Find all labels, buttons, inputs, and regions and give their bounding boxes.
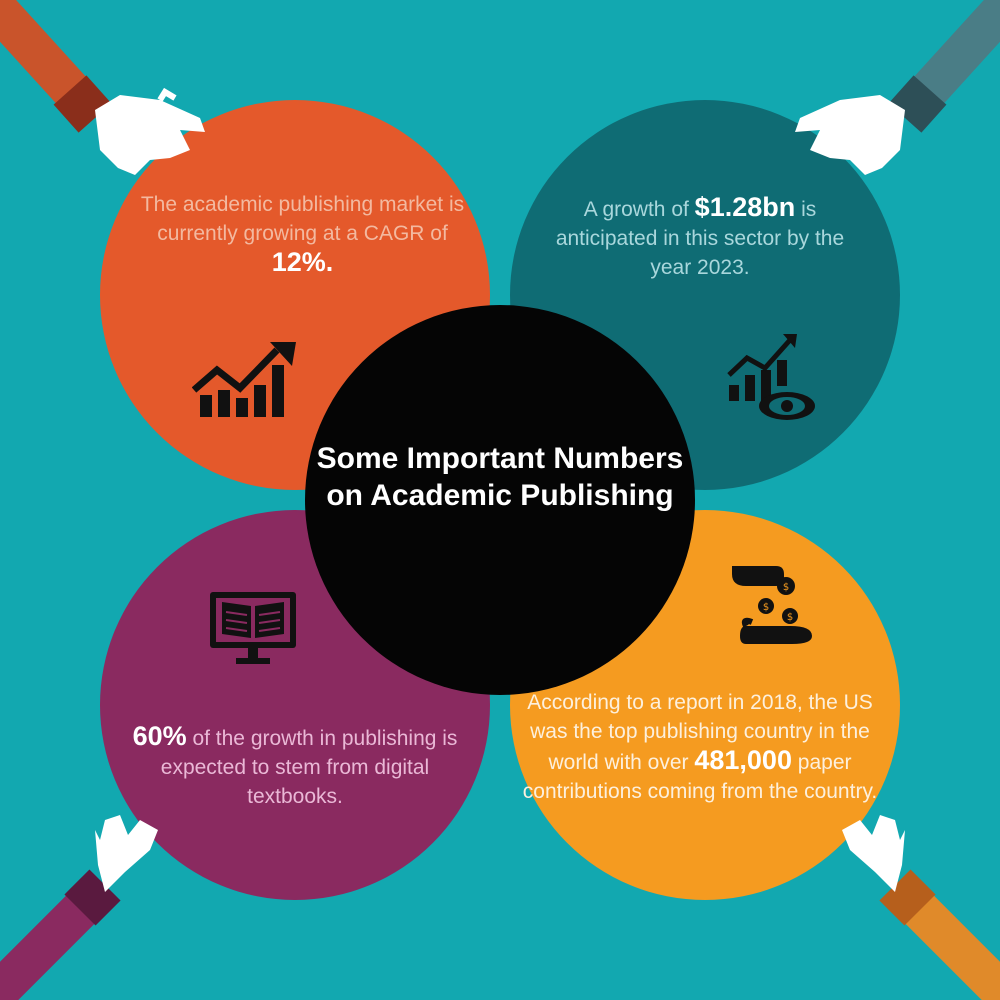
svg-text:$: $ bbox=[787, 612, 793, 623]
chart-eye-icon bbox=[727, 334, 815, 420]
svg-text:$: $ bbox=[783, 582, 789, 593]
stat-text-top-right: A growth of $1.28bn is anticipated in th… bbox=[540, 193, 860, 282]
stat-highlight: 481,000 bbox=[694, 745, 792, 775]
svg-text:$: $ bbox=[763, 602, 769, 613]
stat-text-top-left: The academic publishing market is curren… bbox=[130, 190, 475, 279]
stat-text-bottom-left: 60% of the growth in publishing is expec… bbox=[115, 722, 475, 811]
hand-bottom-right-icon bbox=[842, 815, 1000, 1000]
stat-text-before: The academic publishing market is curren… bbox=[140, 193, 465, 245]
stat-highlight: $1.28bn bbox=[694, 192, 796, 222]
stat-highlight: 12%. bbox=[271, 247, 334, 277]
hand-top-right-icon bbox=[795, 0, 1000, 175]
hand-bottom-left-icon bbox=[0, 815, 158, 1000]
stat-text-after: paper contributions coming from the coun… bbox=[522, 751, 878, 803]
stat-text-before: According to a report in 2018, the US wa… bbox=[527, 691, 873, 774]
digital-book-icon bbox=[210, 592, 296, 664]
stat-text-bottom-right: According to a report in 2018, the US wa… bbox=[520, 688, 880, 806]
center-circle bbox=[305, 305, 695, 695]
page-title: Some Important Numbers on Academic Publi… bbox=[316, 442, 684, 512]
money-hand-icon: $ $ $ bbox=[732, 566, 812, 644]
stat-highlight: 60% bbox=[132, 721, 187, 751]
growth-chart-icon bbox=[192, 342, 296, 417]
stat-text-after: of the growth in publishing is expected … bbox=[160, 727, 458, 808]
stat-text-before: A growth of bbox=[583, 198, 695, 221]
stat-text-after: is anticipated in this sector by the yea… bbox=[555, 198, 845, 279]
hand-top-left-icon bbox=[0, 0, 205, 175]
